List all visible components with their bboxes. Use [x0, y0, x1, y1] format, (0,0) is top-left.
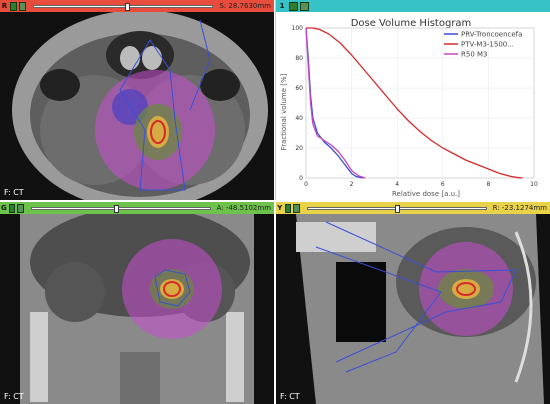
axial-header: R S: 28.7630mm — [0, 0, 274, 12]
link-icon[interactable] — [9, 1, 18, 11]
axial-layer-label: F: CT — [4, 188, 24, 197]
series-line — [306, 27, 523, 179]
legend-entry: PTV-M3-1500... — [461, 41, 514, 49]
axial-view-tag: R — [1, 2, 8, 10]
chart-title: Dose Volume Histogram — [351, 18, 472, 29]
eye-icon[interactable] — [17, 203, 24, 213]
y-axis-label: Fractional volume [%] — [280, 73, 288, 150]
sagittal-coordinate: R: -23.1274mm — [492, 204, 547, 212]
dvh-chart: Dose Volume Histogram 0 2 4 6 8 1002040608010… — [280, 18, 538, 198]
y-tick-label: 40 — [295, 115, 303, 122]
chart-view-tag: 1 — [279, 2, 285, 10]
eye-icon[interactable] — [300, 1, 309, 11]
plot-frame — [305, 27, 535, 179]
sagittal-image[interactable] — [276, 202, 550, 404]
eye-icon[interactable] — [19, 1, 27, 11]
series-line — [305, 27, 366, 179]
sagittal-header: Y R: -23.1274mm — [276, 202, 550, 214]
y-tick-label: 0 — [299, 175, 303, 182]
legend-entry: PRV-Troncoencefa — [461, 31, 522, 39]
x-tick-label: 2 — [350, 181, 354, 188]
dvh-chart-view[interactable]: 1 Dose Volume Histogram 0 2 4 6 8 10 0 20 40 60 80… — [275, 0, 550, 200]
axial-image[interactable] — [0, 0, 274, 200]
x-tick-label: 6 — [441, 181, 445, 188]
x-tick-label: 8 — [486, 181, 490, 188]
y-tick-label: 20 — [295, 145, 303, 152]
coronal-coordinate: A: -48.5102mm — [216, 204, 272, 212]
series-line — [305, 27, 364, 179]
sagittal-slider-thumb[interactable] — [394, 204, 400, 213]
x-axis-label: Relative dose [a.u.] — [392, 190, 460, 198]
coronal-view[interactable]: G A: -48.5102mm F: CT — [0, 202, 274, 404]
legend-entry: R50 M3 — [461, 51, 488, 59]
y-tick-label: 60 — [295, 85, 303, 92]
x-tick-label: 4 — [395, 181, 399, 188]
axial-slice-slider[interactable] — [33, 2, 214, 11]
coronal-slider-thumb[interactable] — [113, 204, 119, 213]
link-icon[interactable] — [289, 1, 298, 11]
sagittal-layer-label: F: CT — [280, 392, 300, 401]
eye-icon[interactable] — [293, 203, 300, 213]
link-icon[interactable] — [284, 203, 292, 213]
chart-legend: PRV-Troncoencefa PTV-M3-1500... R50 M3 — [444, 31, 522, 59]
x-tick-label: 10 — [530, 181, 538, 188]
sagittal-slice-slider[interactable] — [306, 204, 487, 213]
coronal-slice-slider[interactable] — [30, 204, 211, 213]
axial-slider-thumb[interactable] — [125, 2, 131, 11]
axial-view[interactable]: R S: 28.7630mm F: CT — [0, 0, 274, 200]
coronal-image[interactable] — [0, 202, 274, 404]
sagittal-view-tag: Y — [277, 204, 283, 212]
sagittal-view[interactable]: Y R: -23.1274mm F: CT — [276, 202, 550, 404]
chart-header: 1 — [276, 0, 550, 12]
y-tick-label: 80 — [295, 55, 303, 62]
x-tick-label: 0 — [304, 181, 308, 188]
coronal-layer-label: F: CT — [4, 392, 24, 401]
y-tick-label: 100 — [292, 25, 304, 32]
axial-coordinate: S: 28.7630mm — [219, 2, 271, 10]
link-icon[interactable] — [8, 203, 16, 213]
coronal-header: G A: -48.5102mm — [0, 202, 274, 214]
coronal-view-tag: G — [0, 204, 7, 212]
